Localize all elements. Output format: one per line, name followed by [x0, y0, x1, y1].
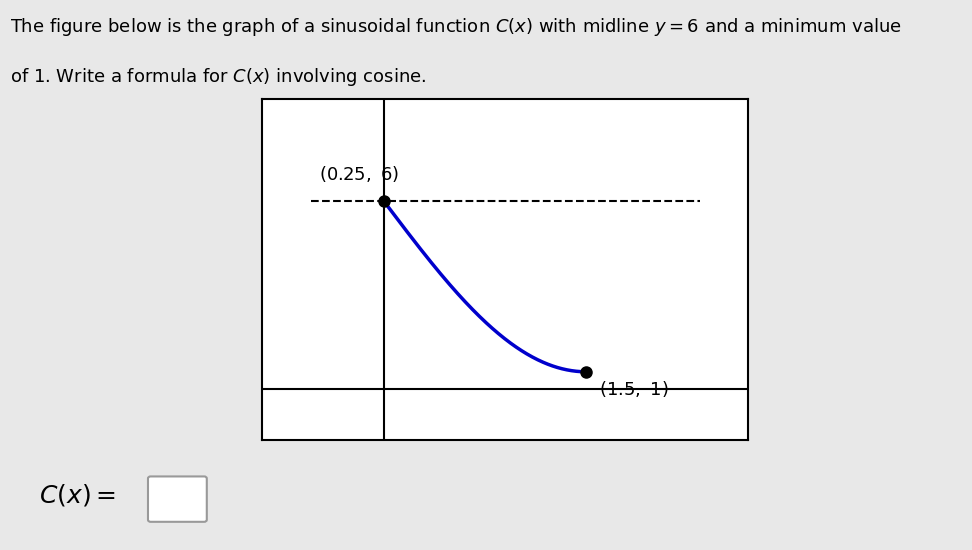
Text: $(1.5,\ 1)$: $(1.5,\ 1)$: [600, 378, 669, 399]
FancyBboxPatch shape: [148, 476, 207, 522]
Text: $C(x) =$: $C(x) =$: [39, 482, 116, 508]
Text: of 1. Write a formula for $C(x)$ involving cosine.: of 1. Write a formula for $C(x)$ involvi…: [10, 66, 426, 88]
Text: The figure below is the graph of a sinusoidal function $C(x)$ with midline $y = : The figure below is the graph of a sinus…: [10, 16, 902, 38]
Text: $(0.25,\ 6)$: $(0.25,\ 6)$: [319, 164, 399, 184]
